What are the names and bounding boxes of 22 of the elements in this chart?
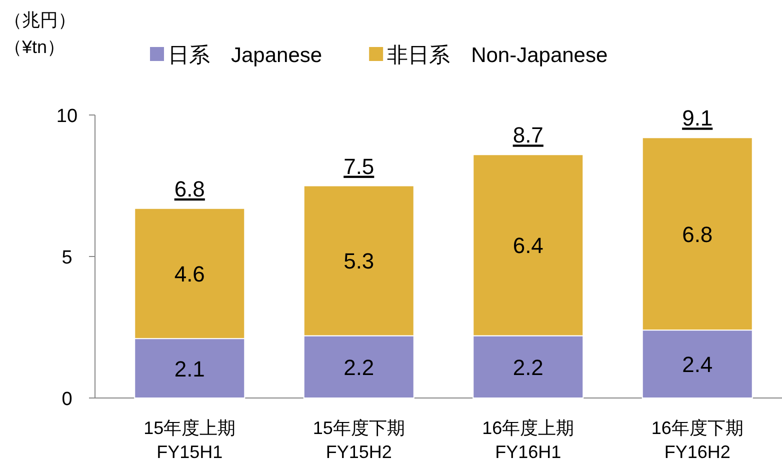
data-label: 2.2: [344, 354, 374, 380]
x-tick-label: 16年度下期 FY16H2: [651, 418, 744, 462]
y-axis-title: （兆円）（¥tn）: [4, 10, 76, 57]
total-label: 7.5: [344, 154, 374, 179]
x-tick-label: 16年度上期 FY16H1: [482, 418, 574, 462]
legend-label: 非日系 Non-Japanese: [387, 44, 608, 67]
y-tick-label: 5: [62, 248, 72, 268]
data-label: 2.4: [682, 352, 713, 378]
data-label: 2.2: [512, 354, 544, 380]
data-label: 6.8: [682, 222, 713, 247]
total-label: 9.1: [682, 106, 713, 131]
total-label: 6.8: [174, 176, 205, 202]
data-label: 4.6: [174, 261, 205, 286]
data-label: 5.3: [344, 248, 374, 274]
y-tick-label: 10: [56, 106, 78, 127]
legend-label: 日系 Japanese: [168, 44, 322, 67]
data-label: 6.4: [512, 233, 544, 258]
x-tick-label: 15年度上期 FY15H1: [144, 418, 236, 462]
x-tick-label: 15年度下期 FY15H2: [312, 418, 405, 462]
total-label: 8.7: [512, 122, 544, 148]
y-tick-label: 0: [62, 389, 72, 410]
data-label: 2.1: [174, 356, 205, 382]
